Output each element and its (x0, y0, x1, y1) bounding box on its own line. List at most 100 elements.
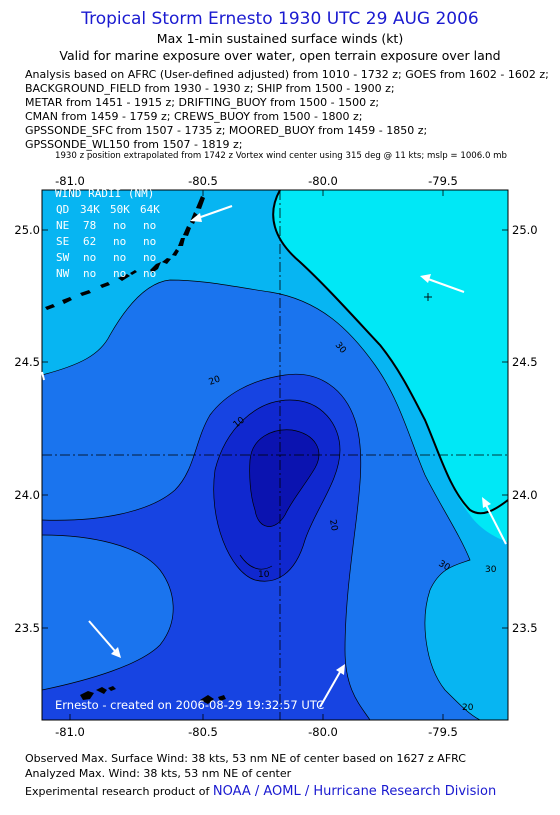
wind-radii-cell: no (143, 219, 156, 232)
wind-radii-cell: no (113, 235, 126, 248)
analysis-line: BACKGROUND_FIELD from 1930 - 1930 z; SHI… (25, 82, 395, 95)
keys-island (172, 249, 179, 256)
contour-label: 10 (258, 570, 270, 580)
lon-label: -79.5 (428, 174, 458, 188)
analyzed-max-wind: Analyzed Max. Wind: 38 kts, 53 nm NE of … (25, 767, 292, 780)
wind-radii-cell: no (143, 251, 156, 264)
keys-island (162, 258, 171, 264)
analysis-line: GPSSONDE_SFC from 1507 - 1735 z; MOORED_… (25, 124, 428, 137)
hrd-link[interactable]: NOAA / AOML / Hurricane Research Divisio… (212, 784, 497, 799)
keys-island (130, 270, 137, 275)
analysis-line: Analysis based on AFRC (User-defined adj… (25, 68, 549, 81)
wind-radii-col: QD (56, 203, 69, 216)
wind-radii-col: 50K (110, 203, 130, 216)
lon-label: -80.5 (188, 174, 218, 188)
land (45, 196, 226, 704)
lon-labels-top: -81.0 -80.5 -80.0 -79.5 (55, 174, 458, 188)
observation-wind-arrows (41, 205, 507, 708)
subtitle-exposure: Valid for marine exposure over water, op… (59, 48, 501, 63)
wind-arrow-head (190, 213, 202, 222)
wind-arrow-head (482, 497, 491, 508)
keys-island (183, 226, 191, 236)
contour-10kt-tail (239, 554, 273, 570)
wind-radii-cell: no (143, 267, 156, 280)
contour-10kt-west (42, 534, 174, 691)
created-timestamp: Ernesto - created on 2006-08-29 19:32:57… (55, 698, 324, 712)
lat-label: 24.5 (512, 355, 538, 369)
wind-arrow (427, 278, 465, 293)
credit-line: Experimental research product of NOAA / … (25, 784, 496, 799)
page-title: Tropical Storm Ernesto 1930 UTC 29 AUG 2… (81, 9, 479, 29)
contour-label: 20 (462, 703, 474, 713)
lat-labels-right: 25.0 24.5 24.0 23.5 (512, 223, 538, 635)
keys-island (150, 262, 161, 273)
analysis-line: CMAN from 1459 - 1759 z; CREWS_BUOY from… (25, 110, 363, 123)
subtitle-winds: Max 1-min sustained surface winds (kt) (156, 31, 404, 46)
lat-label: 24.5 (14, 355, 40, 369)
credit-prefix: Experimental research product of (25, 785, 210, 798)
lat-label: 25.0 (512, 223, 538, 237)
analysis-line: METAR from 1451 - 1915 z; DRIFTING_BUOY … (25, 96, 380, 109)
wind-radii-cell: no (113, 267, 126, 280)
cuba-coast (108, 686, 116, 691)
lat-label: 23.5 (512, 621, 538, 635)
keys-island (100, 282, 110, 288)
axis-ticks (42, 190, 508, 720)
wind-radii-col: 64K (140, 203, 160, 216)
cuba-coast (80, 691, 94, 700)
wind-radii-col: 34K (80, 203, 100, 216)
lon-label: -81.0 (55, 174, 85, 188)
cuba-coast (96, 687, 107, 694)
wind-radii-cell: 62 (83, 235, 96, 248)
lat-labels-left: 25.0 24.5 24.0 23.5 (14, 223, 40, 635)
keys-island (80, 290, 91, 296)
observed-max-wind: Observed Max. Surface Wind: 38 kts, 53 n… (25, 752, 466, 765)
contour-30kt (272, 190, 508, 515)
wind-field (42, 190, 508, 720)
wind-radii-cell: no (83, 251, 96, 264)
lon-label: -80.0 (308, 174, 338, 188)
wind-arrow (88, 620, 116, 652)
wind-radii-cell: 78 (83, 219, 96, 232)
keys-island (196, 196, 205, 209)
wind-radii-cell: SE (56, 235, 69, 248)
keys-island (62, 297, 72, 304)
wind-arrow (485, 504, 507, 545)
contour-20kt (42, 279, 481, 720)
position-note: 1930 z position extrapolated from 1742 z… (55, 151, 507, 161)
wind-arrow (197, 205, 233, 219)
wind-radii-cell: NW (56, 267, 70, 280)
wind-radii-cell: no (83, 267, 96, 280)
cuba-coast (218, 695, 226, 701)
lat-label: 24.0 (512, 488, 538, 502)
lon-labels-bottom: -81.0 -80.5 -80.0 -79.5 (55, 725, 458, 739)
contour-label: 20 (208, 374, 222, 387)
lat-label: 23.5 (14, 621, 40, 635)
wind-arrow-head (420, 274, 431, 283)
wind-radii-cell: SW (56, 251, 70, 264)
contour-label: 20 (327, 519, 339, 532)
analysis-line: GPSSONDE_WL150 from 1507 - 1819 z; (25, 138, 243, 151)
wind-arrow-head (111, 647, 121, 658)
keys-island (118, 274, 130, 281)
keys-island (45, 304, 55, 310)
lon-label: -81.0 (55, 725, 85, 739)
wind-radii-cell: no (143, 235, 156, 248)
lon-label: -80.5 (188, 725, 218, 739)
contour-label: 30 (485, 565, 497, 575)
wind-radii-title: WIND RADII (NM) (55, 187, 154, 200)
contour-inner (213, 399, 341, 582)
wind-radii-cell: no (113, 251, 126, 264)
contour-10kt (42, 373, 371, 720)
lon-label: -79.5 (428, 725, 458, 739)
wind-radii-cell: NE (56, 219, 69, 232)
wind-core (249, 429, 319, 527)
lat-label: 25.0 (14, 223, 40, 237)
wind-arrow-head (336, 664, 345, 675)
observation-marker (424, 293, 432, 301)
wind-radii-cell: no (113, 219, 126, 232)
cuba-coast (200, 695, 214, 704)
wind-arrow (41, 371, 45, 381)
wind-arrow (319, 671, 341, 708)
